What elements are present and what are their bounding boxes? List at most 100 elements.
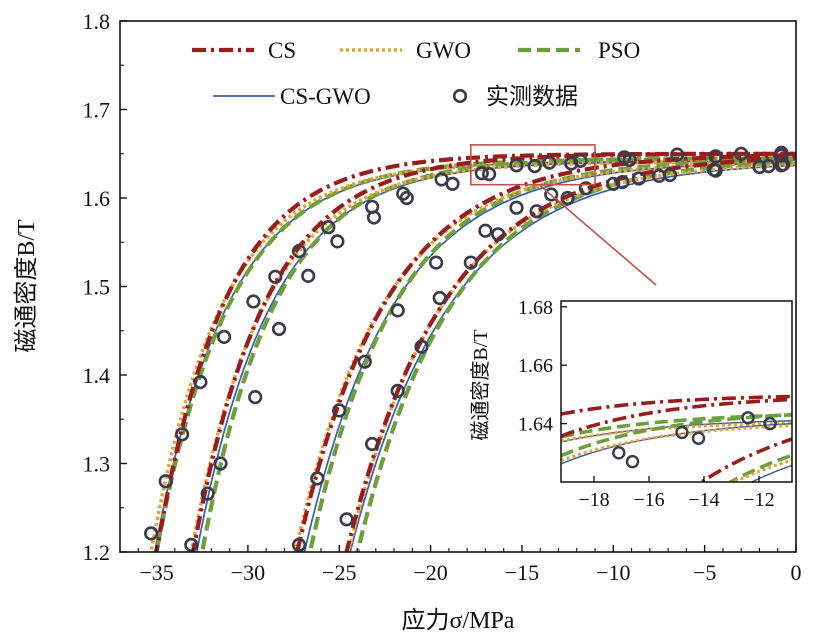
measured-point (482, 167, 497, 182)
y-axis-title: 磁通密度B/T (13, 219, 40, 353)
measured-point (432, 290, 447, 306)
measured-point (357, 354, 372, 369)
curve-gwo-group-a (561, 421, 792, 443)
curve-cs-gwo-group-c (750, 464, 792, 482)
inset-background (561, 301, 792, 482)
legend-label: CS (268, 38, 296, 63)
y-tick-label: 1.7 (83, 98, 111, 123)
x-tick-label: −15 (505, 560, 539, 585)
inset-x-tick-label: −14 (688, 489, 719, 511)
measured-point (774, 158, 789, 173)
measured-point (708, 163, 723, 178)
measured-point (184, 537, 199, 552)
measured-point (330, 234, 345, 249)
legend-label: 实测数据 (486, 84, 578, 109)
measured-point (291, 537, 307, 552)
measured-point (366, 210, 382, 225)
measured-point (527, 159, 542, 174)
measured-point (332, 403, 347, 418)
measured-point (310, 471, 325, 486)
y-tick-label: 1.2 (83, 540, 111, 565)
inset-x-tick-label: −18 (578, 489, 609, 511)
measured-point (606, 176, 621, 191)
x-axis-title: 应力σ/MPa (402, 607, 515, 634)
curve-cs-group-a (154, 151, 796, 552)
y-tick-label: 1.3 (83, 452, 111, 477)
measured-point (144, 526, 159, 541)
measured-point (478, 223, 493, 238)
x-tick-label: −10 (596, 560, 630, 585)
inset-y-axis-title: 磁通密度B/T (469, 329, 492, 440)
measured-point (670, 147, 685, 162)
zoom-connector-line (538, 184, 657, 286)
inset-measured-point (741, 411, 755, 425)
measured-point (321, 220, 336, 235)
x-tick-label: −5 (693, 560, 716, 585)
main-axis-ticks: −35 −30 −25 −20 −15 −10 −5 0 1.2 1.3 1.4 1.5 1.6 1.7 1… (83, 9, 802, 585)
measured-point (291, 244, 307, 259)
measured-point (246, 294, 261, 309)
measured-point (542, 155, 557, 170)
y-tick-label: 1.6 (83, 186, 111, 211)
legend-label: CS-GWO (280, 84, 371, 109)
x-tick-label: −25 (322, 560, 356, 585)
legend-label: PSO (598, 38, 640, 63)
inset-measured-point (691, 431, 706, 445)
x-tick-label: −30 (231, 560, 265, 585)
measured-point (752, 159, 767, 175)
measured-point (529, 204, 544, 219)
measured-point (390, 303, 405, 318)
measured-point (631, 171, 647, 186)
measured-point (445, 176, 460, 191)
measured-point (217, 329, 232, 345)
main-plot-measured-points (144, 145, 791, 552)
measured-point (339, 512, 354, 527)
curve-gwo-group-c (730, 458, 792, 482)
x-tick-label: −20 (413, 560, 447, 585)
measured-point (213, 456, 228, 471)
measured-point (662, 167, 678, 183)
inset-y-tick-label: 1.68 (518, 297, 553, 319)
measured-point (268, 269, 283, 284)
measured-point (560, 190, 575, 206)
measured-point (271, 321, 287, 337)
measured-point (622, 152, 637, 167)
y-tick-label: 1.5 (83, 275, 111, 300)
measured-point (564, 156, 579, 171)
inset-frame (560, 300, 793, 483)
measured-point (544, 187, 559, 202)
curve-pso-group-c (727, 453, 792, 482)
legend-marker-measured (452, 88, 468, 104)
zoom-region-box (469, 144, 596, 186)
measured-point (474, 166, 489, 181)
legend-label: GWO (416, 38, 471, 63)
measured-point (573, 153, 588, 168)
inset-measured-point (763, 416, 777, 431)
measured-point (615, 175, 630, 190)
inset-x-tick-label: −16 (633, 489, 664, 511)
inset-measured-points (612, 411, 777, 469)
inset-y-tick-label: 1.66 (518, 355, 553, 377)
measured-point (399, 190, 414, 206)
x-tick-label: 0 (791, 560, 802, 585)
measured-point (301, 268, 316, 284)
y-tick-label: 1.4 (83, 363, 111, 388)
measured-point (708, 149, 723, 164)
measured-point (248, 390, 263, 405)
measured-point (734, 146, 749, 161)
measured-point (578, 181, 594, 196)
curve-cs-group-b (190, 151, 796, 552)
y-tick-label: 1.8 (83, 9, 111, 34)
measured-point (158, 474, 173, 489)
measured-point (429, 255, 444, 270)
inset-measured-point (612, 446, 626, 460)
measured-point (200, 486, 215, 501)
inset-chart: −18 −16 −14 −12 1.64 1.66 1.68 磁通密度B/T (469, 297, 793, 511)
inset-axis-ticks: −18 −16 −14 −12 1.64 1.66 1.68 (518, 297, 775, 511)
inset-x-tick-label: −12 (743, 489, 774, 511)
measured-point (463, 255, 478, 270)
x-tick-label: −35 (139, 560, 173, 585)
measured-point (365, 436, 380, 452)
inset-y-tick-label: 1.64 (518, 414, 553, 436)
